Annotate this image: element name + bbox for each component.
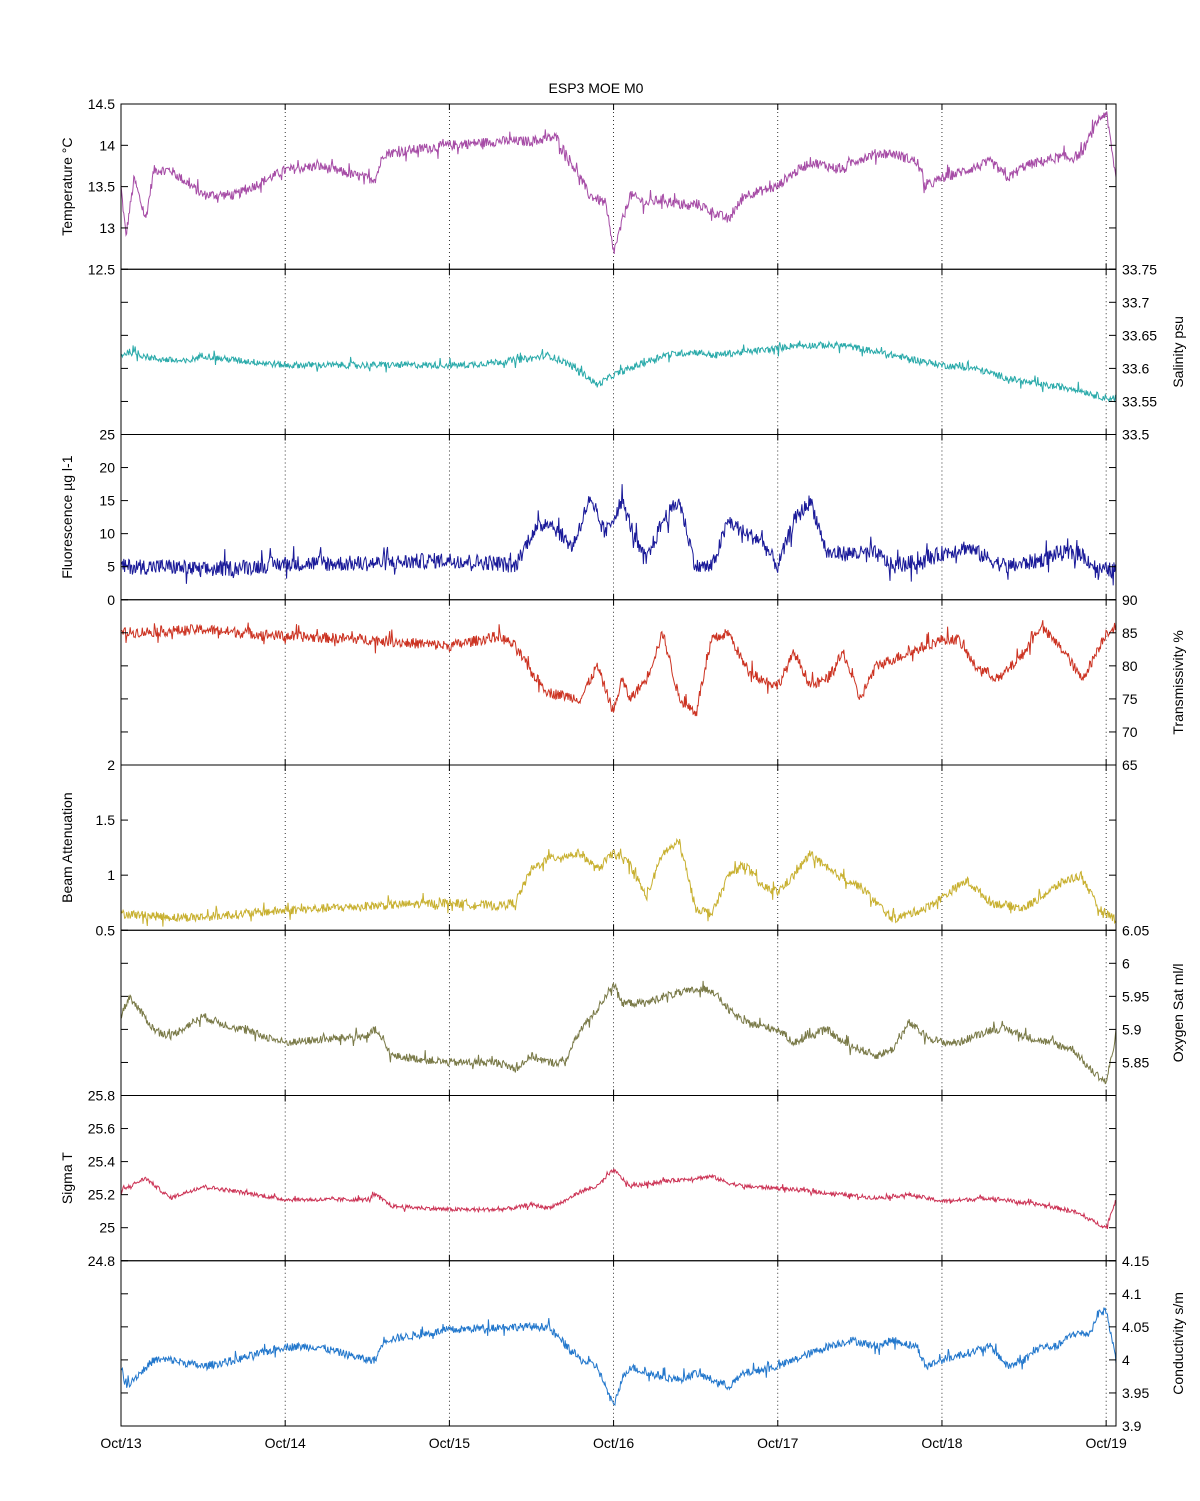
y-tick-label: 25 <box>99 1220 115 1236</box>
panel-conductivity: 3.9 3.95 4 4.05 4.1 4.15 Conductivity s/m <box>120 1253 1186 1434</box>
y-tick-label: 70 <box>1122 724 1138 740</box>
y-tick-label: 65 <box>1122 757 1138 773</box>
y-tick-label: 24.8 <box>88 1253 115 1269</box>
y-tick-label: 33.75 <box>1122 261 1157 277</box>
y-tick-label: 80 <box>1122 658 1138 674</box>
series-line-conductivity <box>120 1307 1117 1407</box>
series-line-oxygen_sat <box>120 980 1117 1085</box>
y-tick-label: 25.6 <box>88 1121 115 1137</box>
y-axis-label-beam_attenuation: Beam Attenuation <box>59 792 75 903</box>
y-tick-label: 90 <box>1122 592 1138 608</box>
y-tick-label: 5.9 <box>1122 1021 1142 1037</box>
y-tick-label: 14.5 <box>88 96 115 112</box>
series-line-beam_attenuation <box>120 837 1117 927</box>
y-tick-label: 75 <box>1122 691 1138 707</box>
y-tick-label: 13 <box>99 220 115 236</box>
y-tick-label: 25.4 <box>88 1154 115 1170</box>
y-tick-label: 1.5 <box>96 812 116 828</box>
y-tick-label: 0.5 <box>96 922 116 938</box>
y-axis-label-oxygen_sat: Oxygen Sat ml/l <box>1170 963 1186 1062</box>
y-tick-label: 25.8 <box>88 1088 115 1104</box>
panel-salinity: 33.5 33.55 33.6 33.65 33.7 33.75 Salinity psu <box>120 261 1186 443</box>
y-tick-label: 33.6 <box>1122 360 1149 376</box>
y-tick-label: 3.9 <box>1122 1418 1142 1434</box>
y-tick-label: 1 <box>107 867 115 883</box>
x-tick-label: Oct/19 <box>1086 1435 1127 1451</box>
y-tick-label: 5.85 <box>1122 1054 1149 1070</box>
y-tick-label: 33.7 <box>1122 294 1149 310</box>
y-tick-label: 10 <box>99 526 115 542</box>
x-tick-label: Oct/14 <box>265 1435 306 1451</box>
y-tick-label: 14 <box>99 137 115 153</box>
series-line-salinity <box>120 340 1117 403</box>
panel-frame <box>120 1260 1117 1427</box>
series-line-fluorescence <box>120 484 1117 586</box>
chart-title: ESP3 MOE M0 <box>549 80 644 96</box>
y-tick-label: 4.1 <box>1122 1286 1142 1302</box>
y-tick-label: 33.5 <box>1122 427 1149 443</box>
y-tick-label: 4.05 <box>1122 1319 1149 1335</box>
x-tick-label: Oct/13 <box>100 1435 141 1451</box>
y-axis-label-sigma_t: Sigma T <box>59 1152 75 1204</box>
y-tick-label: 6 <box>1122 955 1130 971</box>
series-line-temperature <box>120 111 1117 255</box>
y-tick-label: 4.15 <box>1122 1253 1149 1269</box>
y-tick-label: 33.65 <box>1122 327 1157 343</box>
panel-beam_attenuation: 0.5 1 1.5 2 Beam Attenuation <box>59 757 1117 938</box>
y-tick-label: 85 <box>1122 625 1138 641</box>
series-line-sigma_t <box>120 1168 1117 1229</box>
y-tick-label: 25.2 <box>88 1187 115 1203</box>
x-tick-label: Oct/17 <box>757 1435 798 1451</box>
y-tick-label: 20 <box>99 460 115 476</box>
y-tick-label: 15 <box>99 493 115 509</box>
x-tick-label: Oct/18 <box>921 1435 962 1451</box>
y-tick-label: 13.5 <box>88 179 115 195</box>
x-tick-label: Oct/15 <box>429 1435 470 1451</box>
y-axis-label-fluorescence: Fluorescence µg l-1 <box>59 455 75 578</box>
series-line-transmissivity <box>120 620 1117 717</box>
y-tick-label: 12.5 <box>88 261 115 277</box>
y-tick-label: 25 <box>99 427 115 443</box>
y-axis-label-transmissivity: Transmissivity % <box>1170 630 1186 735</box>
y-tick-label: 33.55 <box>1122 393 1157 409</box>
y-tick-label: 3.95 <box>1122 1385 1149 1401</box>
y-axis-label-salinity: Salinity psu <box>1170 316 1186 388</box>
y-tick-label: 5 <box>107 559 115 575</box>
y-axis-label-temperature: Temperature °C <box>59 138 75 236</box>
y-tick-label: 5.95 <box>1122 988 1149 1004</box>
y-tick-label: 2 <box>107 757 115 773</box>
x-tick-label: Oct/16 <box>593 1435 634 1451</box>
y-tick-label: 6.05 <box>1122 922 1149 938</box>
y-tick-label: 0 <box>107 592 115 608</box>
y-tick-label: 4 <box>1122 1352 1130 1368</box>
y-axis-label-conductivity: Conductivity s/m <box>1170 1292 1186 1395</box>
